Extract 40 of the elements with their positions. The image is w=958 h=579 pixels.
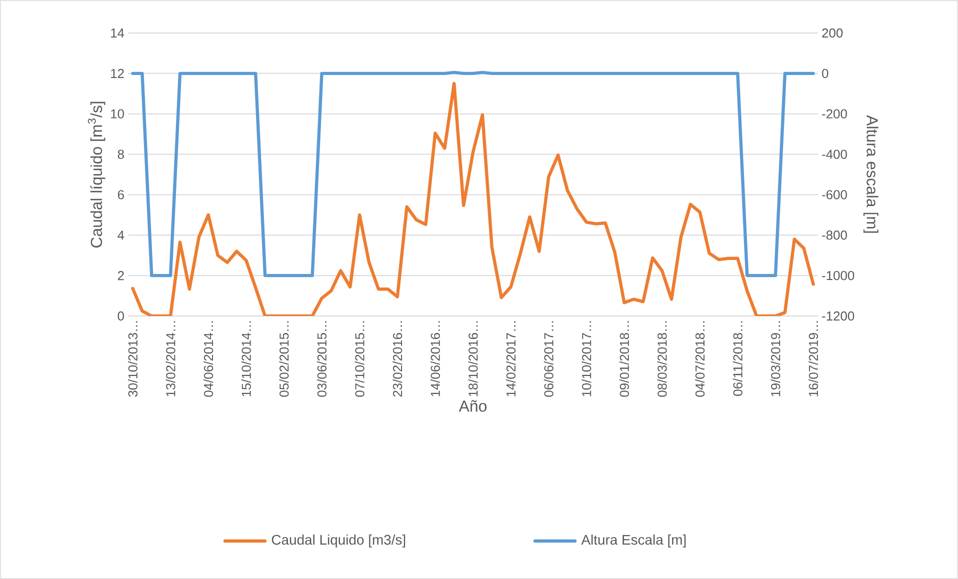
y2-tick-label: -1000 [822,270,854,280]
legend-label: Caudal Liquido [m3/s] [272,534,406,548]
y-tick-label: 10 [111,109,124,118]
x-tick-label: 05/02/2015… [279,321,289,397]
x-tick-label: 03/06/2015… [317,321,327,397]
x-tick-label: 09/01/2018… [619,321,629,397]
y2-axis-title: Altura escala [m] [863,115,878,233]
y-tick-label: 14 [111,28,124,38]
y2-tick-label: -800 [822,230,847,240]
x-tick-label: 16/07/2019… [808,321,818,396]
y2-tick-label: -600 [822,190,847,200]
x-tick-label: 23/02/2016… [392,321,402,397]
y-axis-title: Caudal líquido [m$^{3}$/s] [88,102,106,248]
x-tick-label: 18/10/2016… [468,321,478,396]
y-tick-label: 2 [118,271,124,280]
legend-label: Altura Escala [m] [581,534,686,548]
x-tick-label: 07/10/2015… [354,321,364,397]
x-tick-label: 30/10/2013… [128,321,138,397]
y-tick-label: 8 [118,150,124,159]
y2-tick-label: 200 [822,28,843,38]
y2-tick-label: -200 [822,109,847,118]
y-tick-label: 6 [118,190,124,200]
x-tick-label: 14/02/2017… [506,321,516,396]
x-tick-label: 19/03/2019… [770,321,780,396]
y2-tick-label: -400 [822,150,847,159]
y2-tick-label: 0 [822,68,828,78]
y2-tick-label: -1200 [822,311,854,321]
x-tick-label: 13/02/2014… [166,321,176,396]
x-tick-label: 15/10/2014… [241,321,251,396]
y-tick-label: 0 [118,311,124,321]
x-tick-label: 06/11/2018… [732,321,742,396]
y-tick-label: 12 [111,68,124,78]
x-tick-label: 08/03/2018… [657,321,667,397]
y-tick-label: 4 [118,230,124,240]
x-tick-label: 06/06/2017… [544,321,554,397]
x-tick-label: 10/10/2017… [582,321,592,396]
x-tick-label: 04/07/2018… [695,321,705,397]
x-axis-title: Año [458,400,487,412]
x-tick-label: 14/06/2016… [430,321,440,396]
x-tick-label: 04/06/2014… [204,321,214,397]
